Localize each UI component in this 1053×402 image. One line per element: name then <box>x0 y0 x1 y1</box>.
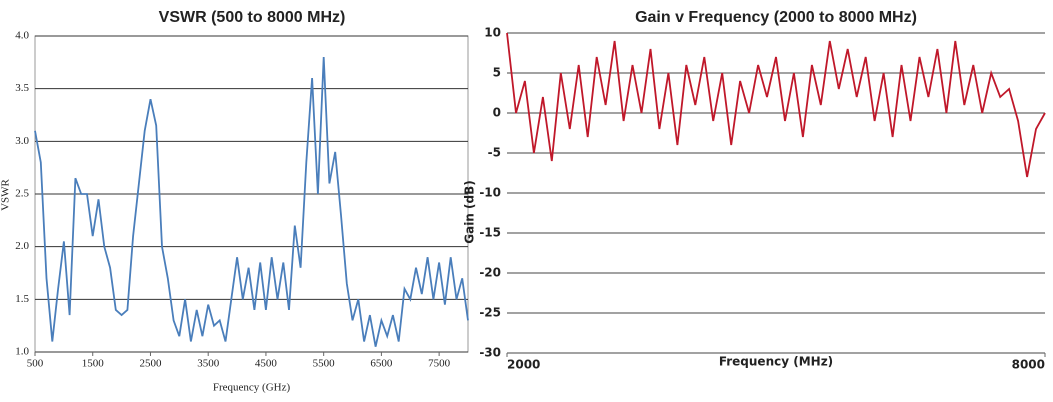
chart-title: Gain v Frequency (2000 to 8000 MHz) <box>635 9 917 26</box>
y-tick-label: 10 <box>484 26 501 40</box>
x-tick-label: 2500 <box>139 358 162 370</box>
x-axis-label: Frequency (MHz) <box>719 355 833 369</box>
chart-title: VSWR (500 to 8000 MHz) <box>159 9 346 26</box>
y-tick-label: 2.0 <box>15 240 29 252</box>
y-tick-label: 2.5 <box>15 188 29 200</box>
x-tick-label: 3500 <box>197 358 220 370</box>
y-tick-label: 3.0 <box>15 135 29 147</box>
x-tick-label: 7500 <box>428 358 451 370</box>
y-tick-label: 4.0 <box>15 30 29 42</box>
y-tick-label: -20 <box>479 266 501 280</box>
y-axis-label: Gain (dB) <box>463 180 477 244</box>
y-tick-label: 3.5 <box>15 82 29 94</box>
x-axis-label: Frequency (GHz) <box>213 382 291 394</box>
y-tick-label: 0 <box>493 106 501 120</box>
y-tick-label: 1.0 <box>15 346 29 358</box>
x-tick-label: 4500 <box>255 358 278 370</box>
y-tick-label: -15 <box>479 226 501 240</box>
data-line <box>506 32 1046 178</box>
y-tick-label: -5 <box>488 146 501 160</box>
x-tick-label: 1500 <box>82 358 105 370</box>
y-tick-label: -10 <box>479 186 501 200</box>
x-tick-label: 2000 <box>507 358 540 372</box>
x-tick-label: 6500 <box>370 358 393 370</box>
x-tick-label: 500 <box>27 358 44 370</box>
data-line <box>34 57 469 347</box>
y-axis-label: VSWR <box>0 178 12 210</box>
x-tick-label: 8000 <box>1012 358 1045 372</box>
y-tick-label: -25 <box>479 306 501 320</box>
y-tick-label: 5 <box>493 66 501 80</box>
y-tick-label: -30 <box>479 346 501 360</box>
y-tick-label: 1.5 <box>15 293 29 305</box>
x-tick-label: 5500 <box>313 358 336 370</box>
